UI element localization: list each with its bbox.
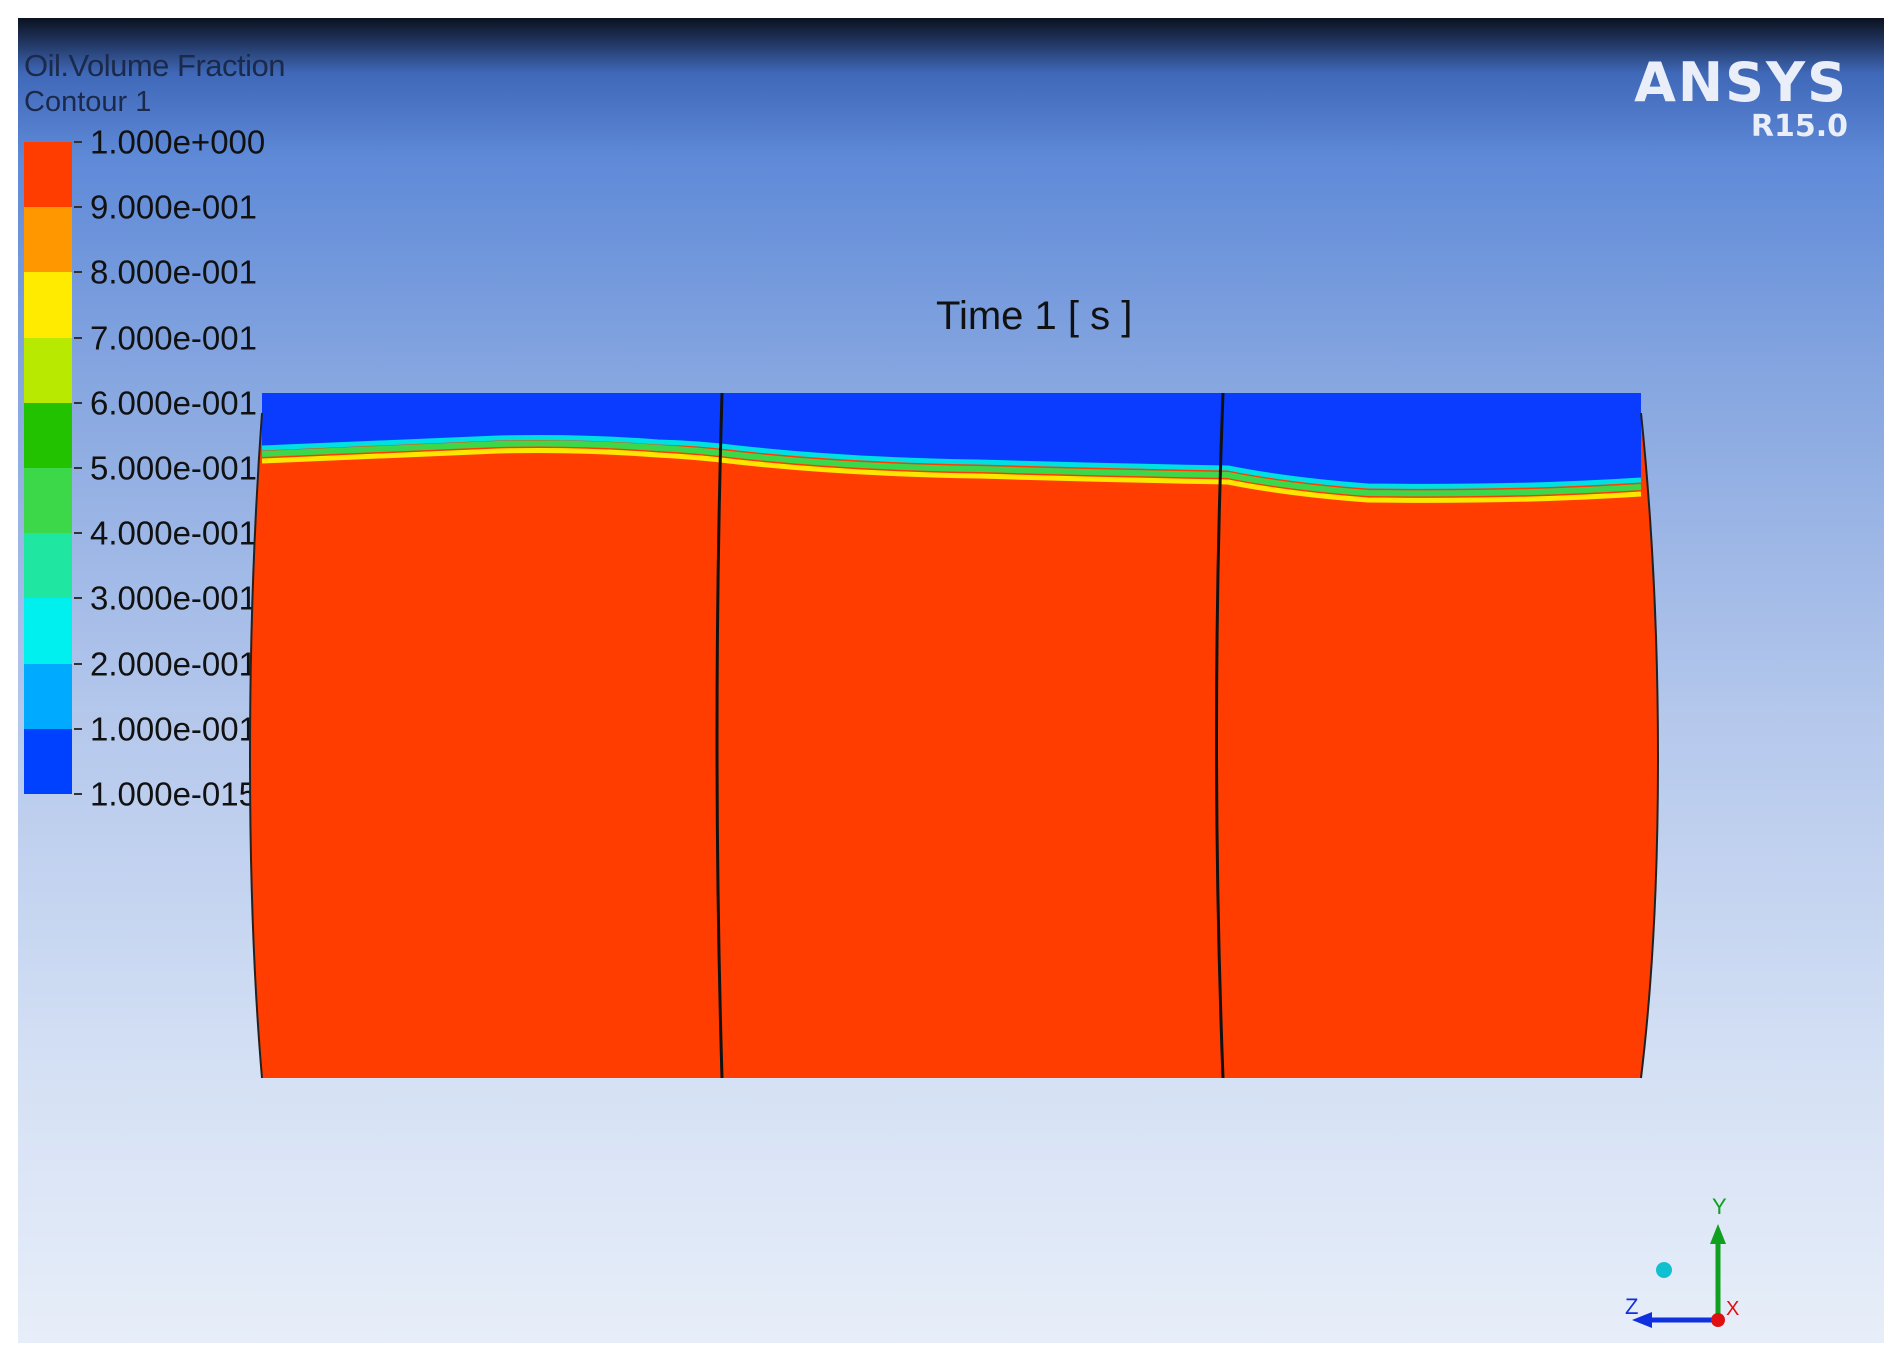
oil-region (250, 413, 1658, 1078)
legend-tick (74, 662, 82, 665)
legend-band (24, 663, 72, 729)
water-layer (262, 393, 1641, 487)
legend-label: 1.000e+000 (90, 123, 266, 161)
interface-yellow (261, 448, 1642, 503)
legend-tick (74, 141, 82, 143)
time-label: Time 1 [ s ] (936, 294, 1133, 338)
axis-triad (1632, 1224, 1726, 1328)
legend-label: 8.000e-001 (90, 253, 257, 291)
legend-label: 6.000e-001 (90, 384, 257, 422)
tank-divider-2 (1215, 392, 1225, 1079)
legend-label: 3.000e-001 (90, 579, 257, 617)
legend-label: 2.000e-001 (90, 645, 257, 683)
legend-band (24, 207, 72, 273)
interface-cyan (261, 435, 1642, 489)
axis-origin (1711, 1313, 1725, 1327)
legend-subtitle: Contour 1 (24, 86, 152, 118)
legend-tick (74, 467, 82, 469)
legend-tick (74, 336, 82, 339)
legend-label: 9.000e-001 (90, 188, 257, 226)
legend-tick (74, 401, 82, 404)
legend-tick (74, 532, 82, 535)
legend-tick (74, 271, 82, 274)
brand-version: R15.0 (1750, 109, 1848, 144)
legend-band (24, 142, 72, 208)
legend-label: 1.000e-001 (90, 710, 257, 748)
legend-label: 4.000e-001 (90, 514, 257, 552)
legend-label: 7.000e-001 (90, 319, 257, 357)
legend-tick (74, 206, 82, 209)
legend-band (24, 533, 72, 599)
interface-green (261, 440, 1642, 497)
legend-band (24, 337, 72, 403)
legend-title: Oil.Volume Fraction (24, 48, 286, 83)
legend-tick (74, 597, 82, 600)
legend-band (24, 402, 72, 469)
tank-divider-1 (715, 392, 724, 1079)
legend-label: 5.000e-001 (90, 449, 257, 487)
axis-z-label: Z (1625, 1294, 1639, 1319)
legend-tick (74, 727, 82, 730)
legend-band (24, 728, 72, 795)
tank-right-edge (1640, 412, 1660, 1079)
brand-name: ANSYS (1634, 51, 1848, 114)
contour-scene (248, 392, 1726, 1328)
axis-y-label: Y (1712, 1194, 1727, 1219)
axis-y-arrow (1710, 1224, 1726, 1244)
legend-band (24, 272, 72, 338)
legend-label: 1.000e-015 (90, 775, 257, 813)
legend-band (24, 468, 72, 534)
legend-tick (74, 793, 82, 795)
axis-marker-cyan (1656, 1262, 1672, 1278)
axis-x-label: X (1726, 1298, 1740, 1320)
axis-z-arrow (1632, 1312, 1652, 1328)
tank-left-edge (248, 412, 263, 1079)
legend-colorbar (24, 142, 72, 795)
legend-band (24, 598, 72, 664)
viewport[interactable]: Oil.Volume Fraction Contour 1 1.000e+000… (18, 18, 1884, 1343)
brand-logo: ANSYS R15.0 (1634, 51, 1848, 144)
